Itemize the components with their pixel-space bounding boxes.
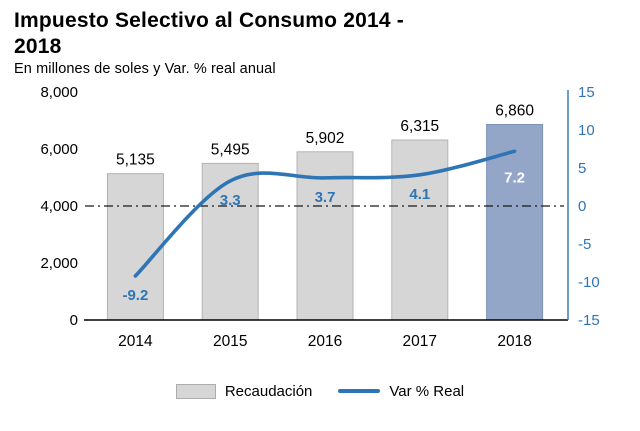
right-axis-tick-label: 0	[578, 198, 586, 215]
left-axis-tick-label: 2,000	[40, 255, 78, 272]
bar-value-label: 5,135	[116, 152, 155, 169]
x-axis-category-label: 2015	[213, 333, 247, 350]
line-swatch-icon	[338, 389, 381, 393]
line-value-label: 3.7	[315, 189, 336, 206]
bar-highlight	[486, 123, 544, 321]
bar-swatch-icon	[175, 383, 216, 399]
bar	[296, 151, 354, 321]
chart-subtitle: En millones de soles y Var. % real anual	[14, 61, 276, 78]
x-axis-category-label: 2016	[308, 333, 342, 350]
line-value-label: 3.3	[220, 192, 241, 209]
var-real-line	[133, 149, 517, 278]
right-axis-tick-label: -5	[578, 236, 591, 253]
chart-title: Impuesto Selectivo al Consumo 2014 - 201…	[14, 9, 404, 58]
bar	[391, 139, 449, 321]
left-axis-tick-label: 0	[70, 312, 78, 329]
legend-item-var-real: Var % Real	[338, 383, 464, 400]
right-axis-tick-label: 15	[578, 84, 595, 101]
left-axis-tick-label: 4,000	[40, 198, 78, 215]
bar-value-label: 5,495	[211, 141, 250, 158]
left-axis-tick-label: 6,000	[40, 141, 78, 158]
chart-header: Impuesto Selectivo al Consumo 2014 - 201…	[14, 8, 614, 77]
line-value-label: 4.1	[409, 186, 430, 203]
chart-area: 5,135 5,495 5,902 6,315 6,860 -9.2 3.3 3.7 4.1 7.…	[0, 80, 640, 372]
combo-chart: 5,135 5,495 5,902 6,315 6,860 -9.2 3.3 3.7 4.1 7.…	[40, 84, 600, 350]
chart-legend: Recaudación Var % Real	[0, 376, 640, 406]
legend-label: Recaudación	[224, 382, 313, 400]
bar-value-label: 6,860	[495, 102, 534, 119]
x-axis-category-label: 2018	[497, 333, 531, 350]
right-axis-tick-label: -15	[578, 312, 600, 329]
legend-label: Var % Real	[389, 382, 465, 400]
left-axis-tick-label: 8,000	[40, 84, 78, 101]
line-value-label: -9.2	[122, 287, 148, 304]
bar	[201, 162, 259, 321]
line-value-label: 7.2	[504, 169, 525, 186]
bar	[106, 173, 164, 321]
right-axis-tick-label: 10	[578, 122, 595, 139]
right-axis-tick-label: 5	[578, 160, 586, 177]
bar-value-label: 5,902	[306, 130, 345, 147]
x-axis-category-label: 2014	[118, 333, 153, 350]
right-axis-tick-label: -10	[578, 274, 600, 291]
legend-item-recaudacion: Recaudación	[175, 382, 313, 400]
bar-value-label: 6,315	[400, 118, 439, 135]
x-axis-category-label: 2017	[403, 333, 437, 350]
